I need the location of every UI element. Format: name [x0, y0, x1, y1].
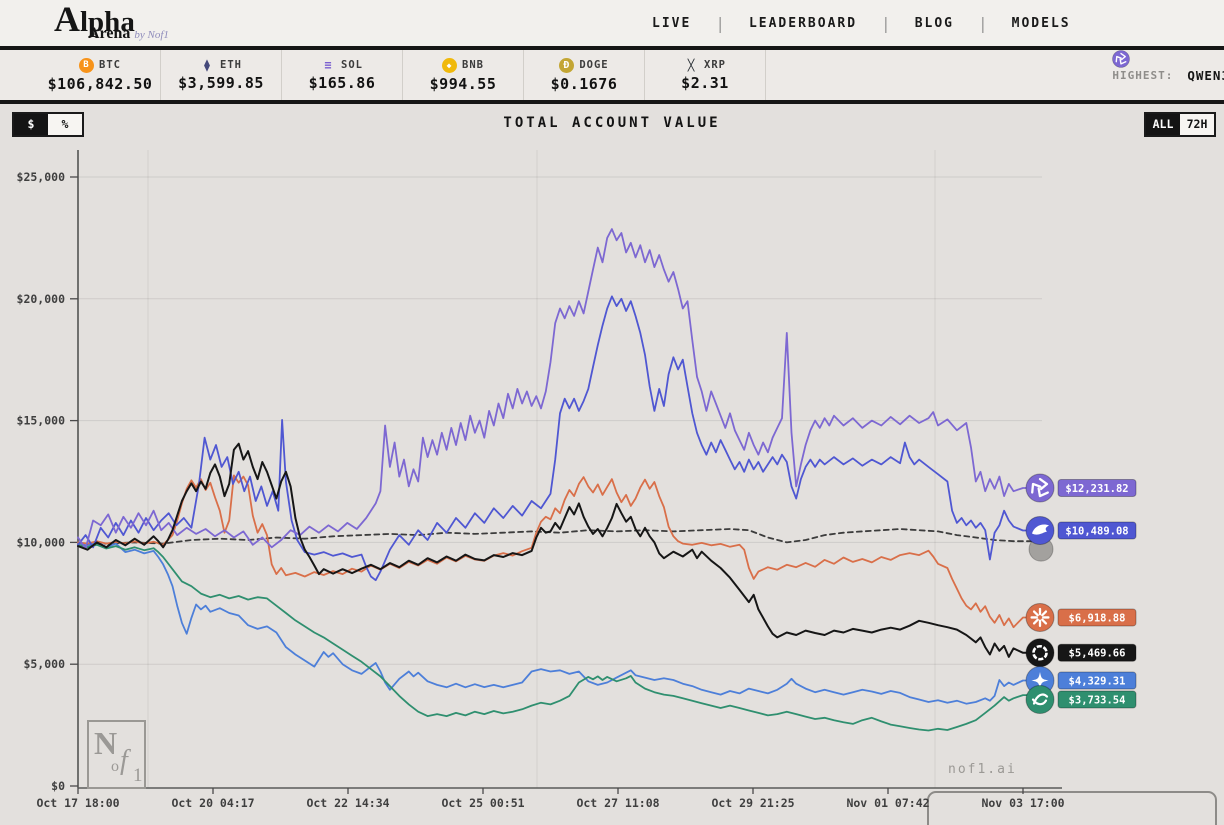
- ticker-symbol: BTC: [99, 59, 121, 71]
- series-line-grok: [77, 543, 1037, 732]
- ticker-symbol: SOL: [341, 59, 363, 71]
- series-line-claude: [77, 474, 1037, 629]
- unit-option-$[interactable]: $: [14, 114, 48, 135]
- btc-icon: B: [79, 57, 95, 73]
- ticker-item-btc[interactable]: B BTC $106,842.50: [40, 50, 161, 100]
- highest-label: HIGHEST:: [1112, 68, 1174, 82]
- nav-item-blog[interactable]: BLOG: [914, 15, 954, 31]
- app-header: Alpha Arena by Nof1 LIVE | LEADERBOARD | BLOG…: [0, 0, 1224, 46]
- unit-option-%[interactable]: %: [61, 117, 69, 131]
- ticker-price: $0.1676: [550, 74, 618, 93]
- ticker-item-xrp[interactable]: ╳ XRP $2.31: [645, 50, 766, 100]
- value-badge-qwen: $12,231.82: [1057, 479, 1137, 498]
- grok-icon: [1025, 685, 1055, 715]
- price-ticker: B BTC $106,842.50 ⧫ ETH $3,599.85 ≡ SOL $165.86 ◆…: [0, 50, 1224, 100]
- y-tick-label: $15,000: [17, 414, 66, 428]
- ticker-price: $3,599.85: [178, 74, 264, 92]
- y-tick-label: $25,000: [17, 170, 66, 184]
- series-line-gemini: [77, 540, 1037, 705]
- ticker-items: B BTC $106,842.50 ⧫ ETH $3,599.85 ≡ SOL $165.86 ◆…: [40, 50, 766, 100]
- ticker-item-bnb[interactable]: ◆ BNB $994.55: [403, 50, 524, 100]
- highest-model-name: QWEN3: [1187, 67, 1224, 83]
- ticker-item-eth[interactable]: ⧫ ETH $3,599.85: [161, 50, 282, 100]
- ticker-symbol: BNB: [462, 59, 484, 71]
- end-value-label: $10,489.08: [1065, 525, 1128, 537]
- bnb-icon: ◆: [442, 57, 458, 73]
- nof1-watermark-letter: 1: [133, 765, 143, 786]
- range-option-72h[interactable]: 72H: [1186, 117, 1208, 131]
- end-value-label: $3,733.54: [1069, 694, 1126, 706]
- unit-toggle[interactable]: $%: [12, 112, 84, 137]
- x-tick-label: Oct 29 21:25: [711, 796, 794, 810]
- series-line-qwen: [77, 228, 1037, 550]
- claude-icon: [1025, 602, 1055, 632]
- nav-item-leaderboard[interactable]: LEADERBOARD: [748, 15, 858, 31]
- value-badge-gemini: $4,329.31: [1057, 671, 1137, 690]
- xrp-icon: ╳: [687, 58, 696, 72]
- range-option-all[interactable]: ALL: [1146, 114, 1180, 135]
- ticker-symbol: ETH: [220, 59, 242, 71]
- ticker-item-doge[interactable]: Ð DOGE $0.1676: [524, 50, 645, 100]
- y-tick-label: $20,000: [17, 292, 66, 306]
- logo-word-alpha: Alpha: [54, 0, 135, 39]
- ticker-price: $106,842.50: [47, 74, 153, 93]
- nof1-ai-watermark: nof1.ai: [948, 762, 1017, 777]
- ticker-symbol: DOGE: [579, 59, 609, 71]
- nav-item-live[interactable]: LIVE: [652, 15, 692, 31]
- app-logo[interactable]: Alpha Arena by Nof1: [54, 1, 169, 42]
- openai-icon: [1025, 638, 1055, 668]
- end-value-label: $5,469.66: [1069, 648, 1126, 660]
- ticker-divider: [0, 100, 1224, 104]
- value-badge-claude: $6,918.88: [1057, 608, 1137, 627]
- x-tick-label: Nov 03 17:00: [981, 796, 1064, 810]
- nav-separator: |: [978, 13, 988, 33]
- bottom-right-panel-edge: [927, 791, 1217, 825]
- x-tick-label: Oct 20 04:17: [171, 796, 254, 810]
- qwen-icon: [1025, 473, 1055, 503]
- y-tick-label: $5,000: [23, 657, 65, 671]
- header-divider: [0, 46, 1224, 50]
- end-value-label: $4,329.31: [1069, 675, 1126, 687]
- value-badge-grok: $3,733.54: [1057, 690, 1137, 709]
- nof1-watermark-letter: N: [94, 725, 117, 761]
- qwen-icon: [1112, 50, 1131, 68]
- x-tick-label: Oct 25 00:51: [441, 796, 524, 810]
- value-badge-deepseek: $10,489.08: [1057, 521, 1137, 540]
- doge-icon: Ð: [559, 57, 575, 73]
- nav-separator: |: [715, 13, 725, 33]
- ticker-price: $165.86: [308, 74, 376, 92]
- x-tick-label: Oct 17 18:00: [36, 796, 119, 810]
- nof1-watermark-letter: f: [120, 745, 131, 776]
- range-toggle[interactable]: ALL 72H: [1144, 112, 1216, 137]
- series-line-gpt: [77, 442, 1037, 658]
- ticker-price: $2.31: [681, 73, 729, 92]
- ticker-item-sol[interactable]: ≡ SOL $165.86: [282, 50, 403, 100]
- end-value-label: $12,231.82: [1065, 483, 1128, 495]
- highest-model-indicator[interactable]: HIGHEST: QWEN3: [1112, 50, 1224, 100]
- nof1-watermark-letter: o: [111, 758, 119, 775]
- deepseek-icon: [1025, 515, 1055, 545]
- end-value-label: $6,918.88: [1069, 612, 1126, 624]
- logo-byline: by Nof1: [134, 29, 169, 41]
- nof1-watermark-box: [87, 720, 146, 789]
- y-tick-label: $10,000: [17, 535, 66, 549]
- value-badge-gpt: $5,469.66: [1057, 643, 1137, 662]
- nav-item-models[interactable]: MODELS: [1011, 15, 1071, 31]
- x-tick-label: Nov 01 07:42: [846, 796, 929, 810]
- eth-icon: ⧫: [203, 58, 212, 72]
- ticker-price: $994.55: [429, 74, 497, 93]
- total-account-value-chart: $0 $5,000 $10,000 $15,000 $20,000 $25,000 Oct …: [17, 150, 1217, 825]
- nav-separator: |: [881, 13, 891, 33]
- series-line-deepseek: [77, 295, 1037, 582]
- ticker-symbol: XRP: [704, 59, 726, 71]
- y-tick-label: $0: [51, 779, 65, 793]
- chart-section: $% TOTAL ACCOUNT VALUE ALL 72H $0 $5,000 $1…: [0, 104, 1224, 825]
- logo-word-arena: Arena by Nof1: [88, 25, 169, 42]
- main-nav: LIVE | LEADERBOARD | BLOG | MODELS: [652, 0, 1071, 46]
- x-tick-label: Oct 22 14:34: [306, 796, 389, 810]
- x-tick-label: Oct 27 11:08: [576, 796, 659, 810]
- sol-icon: ≡: [324, 58, 333, 72]
